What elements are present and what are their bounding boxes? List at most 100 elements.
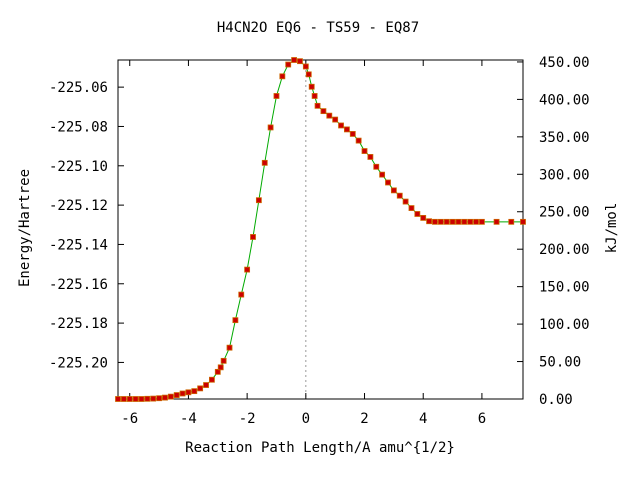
data-point — [297, 58, 303, 65]
data-point — [449, 218, 456, 225]
x-axis: -6 -4 -2 0 2 4 6 — [121, 60, 486, 427]
data-point — [344, 126, 350, 133]
y-left-tick-label: -225.06 — [49, 80, 108, 96]
y-right-tick-label: 250.00 — [539, 205, 590, 221]
data-point — [217, 364, 224, 371]
data-point — [203, 382, 209, 388]
data-point — [250, 234, 256, 240]
y-right-tick-label: 200.00 — [539, 242, 590, 258]
data-point — [220, 357, 227, 364]
y-left-tick-label: -225.20 — [49, 355, 108, 371]
data-point — [461, 218, 468, 225]
data-point — [379, 171, 386, 178]
data-point — [320, 108, 327, 115]
data-point — [273, 93, 280, 99]
data-point — [420, 214, 427, 221]
y-axis-left: -225.06 -225.08 -225.10 -225.12 -225.14 -225.… — [49, 80, 124, 371]
y-left-tick-label: -225.14 — [49, 237, 108, 253]
data-point — [455, 218, 462, 225]
plot-frame — [117, 59, 524, 400]
data-point — [367, 154, 374, 160]
x-tick-label: -6 — [121, 411, 138, 427]
data-point — [302, 63, 309, 70]
data-point — [132, 396, 139, 402]
y-left-tick-label: -225.18 — [49, 316, 108, 332]
x-tick-label: -4 — [180, 411, 197, 427]
data-point — [232, 317, 239, 324]
x-tick-label: -2 — [239, 411, 256, 427]
y-axis-right-label: kJ/mol — [604, 203, 620, 254]
data-point — [520, 218, 526, 225]
y-right-tick-label: 350.00 — [539, 130, 590, 146]
data-point — [238, 291, 245, 298]
data-point — [214, 368, 221, 375]
data-point — [373, 163, 380, 170]
energy-series — [115, 57, 526, 402]
data-point — [402, 198, 409, 205]
x-tick-label: 2 — [360, 411, 368, 427]
data-point — [144, 395, 151, 402]
data-point — [493, 218, 500, 225]
chart-title: H4CN2O EQ6 - TS59 - EQ87 — [217, 20, 419, 36]
data-point — [437, 218, 444, 225]
data-point — [191, 388, 198, 395]
data-point — [244, 266, 251, 273]
data-point — [138, 396, 145, 402]
y-right-tick-label: 50.00 — [539, 355, 581, 371]
data-point — [156, 395, 162, 402]
data-point — [150, 395, 157, 402]
data-point — [167, 393, 174, 400]
x-tick-label: 4 — [419, 411, 427, 427]
y-right-tick-label: 150.00 — [539, 280, 590, 296]
data-point — [426, 218, 432, 225]
data-point — [355, 137, 362, 144]
data-point — [414, 211, 421, 217]
data-point — [473, 218, 479, 225]
data-point — [291, 57, 297, 63]
data-point — [209, 376, 215, 383]
data-point — [326, 112, 333, 119]
data-point — [126, 396, 133, 402]
data-point — [338, 122, 344, 129]
data-point — [467, 218, 474, 225]
x-axis-label: Reaction Path Length/A amu^{1/2} — [185, 440, 455, 456]
data-point — [197, 385, 204, 392]
data-point — [396, 192, 403, 199]
data-point — [390, 187, 397, 194]
data-point — [332, 116, 339, 123]
x-tick-label: 6 — [478, 411, 486, 427]
data-point — [305, 71, 312, 78]
data-point — [261, 159, 268, 166]
data-point — [479, 218, 485, 225]
y-axis-right: 0.00 50.00 100.00 150.00 200.00 250.00 300.00 3… — [517, 55, 590, 408]
data-point — [361, 148, 368, 154]
data-point — [179, 390, 186, 397]
y-axis-left-label: Energy/Hartree — [17, 169, 33, 287]
y-right-tick-label: 400.00 — [539, 92, 590, 108]
data-point — [173, 392, 180, 398]
x-tick-label: 0 — [302, 411, 310, 427]
data-point — [120, 396, 127, 402]
data-point — [508, 218, 515, 225]
energy-curve — [118, 59, 523, 400]
y-right-tick-label: 450.00 — [539, 55, 590, 71]
data-point — [385, 179, 391, 186]
y-left-tick-label: -225.12 — [49, 198, 108, 214]
y-right-tick-label: 300.00 — [539, 167, 590, 183]
data-point — [349, 131, 356, 137]
data-point — [267, 124, 274, 131]
data-point — [162, 394, 168, 401]
y-left-tick-label: -225.16 — [49, 277, 108, 293]
data-point — [279, 73, 286, 80]
data-point — [408, 205, 415, 211]
y-right-tick-label: 100.00 — [539, 317, 590, 333]
y-left-tick-label: -225.08 — [49, 119, 108, 135]
data-point — [285, 61, 292, 68]
data-point — [226, 344, 233, 351]
data-point — [311, 93, 318, 99]
data-point — [185, 389, 192, 396]
y-left-tick-label: -225.10 — [49, 159, 108, 175]
data-point — [443, 218, 450, 225]
data-point — [308, 83, 315, 90]
